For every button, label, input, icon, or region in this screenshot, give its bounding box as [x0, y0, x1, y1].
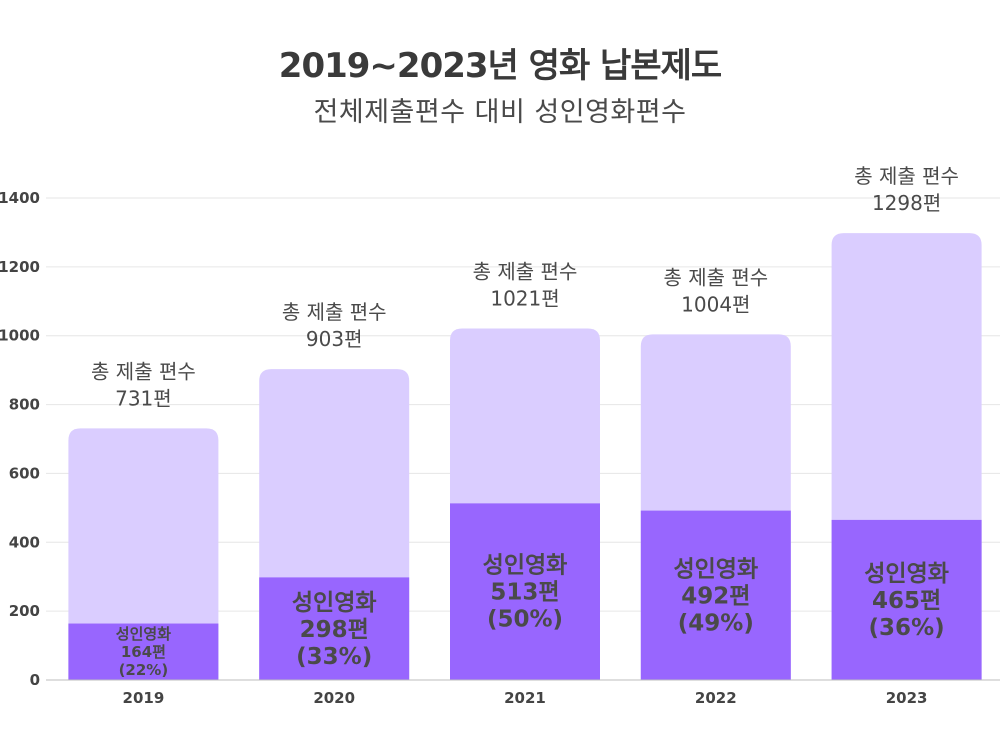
y-tick-label: 200	[9, 602, 40, 620]
adult-bar	[450, 503, 600, 680]
adult-bar-title: 성인영화	[292, 590, 377, 616]
total-bar-title: 총 제출 편수	[473, 259, 578, 283]
adult-bar-title: 성인영화	[864, 561, 949, 587]
x-tick-label: 2019	[123, 689, 165, 707]
adult-bar-percent: (49%)	[678, 610, 754, 636]
adult-bar-title: 성인영화	[483, 553, 568, 579]
y-tick-label: 0	[30, 671, 40, 689]
x-tick-label: 2023	[886, 689, 928, 707]
total-bar-title: 총 제출 편수	[282, 300, 387, 324]
adult-bar	[259, 577, 410, 680]
total-bar-title: 총 제출 편수	[91, 359, 196, 383]
adult-bar-percent: (33%)	[296, 644, 372, 670]
adult-bar-value: 465편	[872, 588, 941, 614]
x-tick-label: 2022	[695, 689, 737, 707]
y-tick-label: 1400	[0, 189, 40, 207]
adult-bar-title: 성인영화	[673, 556, 758, 582]
adult-bar-value: 513편	[490, 580, 559, 606]
y-tick-label: 1200	[0, 258, 40, 276]
chart-subtitle: 전체제출편수 대비 성인영화편수	[313, 97, 687, 128]
y-tick-label: 1000	[0, 327, 40, 345]
adult-bar-title: 성인영화	[116, 625, 171, 643]
adult-bar	[640, 510, 791, 680]
adult-bar	[68, 623, 219, 680]
y-tick-label: 600	[9, 464, 40, 482]
total-bar-value: 731편	[115, 386, 172, 410]
total-bar	[68, 428, 219, 680]
total-bar-title: 총 제출 편수	[663, 265, 768, 289]
adult-bar	[831, 519, 982, 680]
x-tick-label: 2020	[313, 689, 355, 707]
y-tick-label: 800	[9, 396, 40, 414]
total-bar-value: 903편	[306, 327, 363, 351]
adult-bar-percent: (22%)	[119, 661, 169, 679]
adult-bar-percent: (50%)	[487, 607, 563, 633]
adult-bar-value: 298편	[300, 617, 369, 643]
total-bar-value: 1298편	[872, 191, 941, 215]
y-tick-label: 400	[9, 533, 40, 551]
total-bar-value: 1004편	[681, 292, 750, 316]
total-bar-value: 1021편	[490, 286, 559, 310]
chart-title: 2019~2023년 영화 납본제도	[278, 46, 722, 86]
adult-bar-percent: (36%)	[869, 615, 945, 641]
total-bar-title: 총 제출 편수	[854, 164, 959, 188]
adult-bar-value: 164편	[121, 643, 166, 661]
x-tick-label: 2021	[504, 689, 546, 707]
adult-bar-value: 492편	[681, 583, 750, 609]
